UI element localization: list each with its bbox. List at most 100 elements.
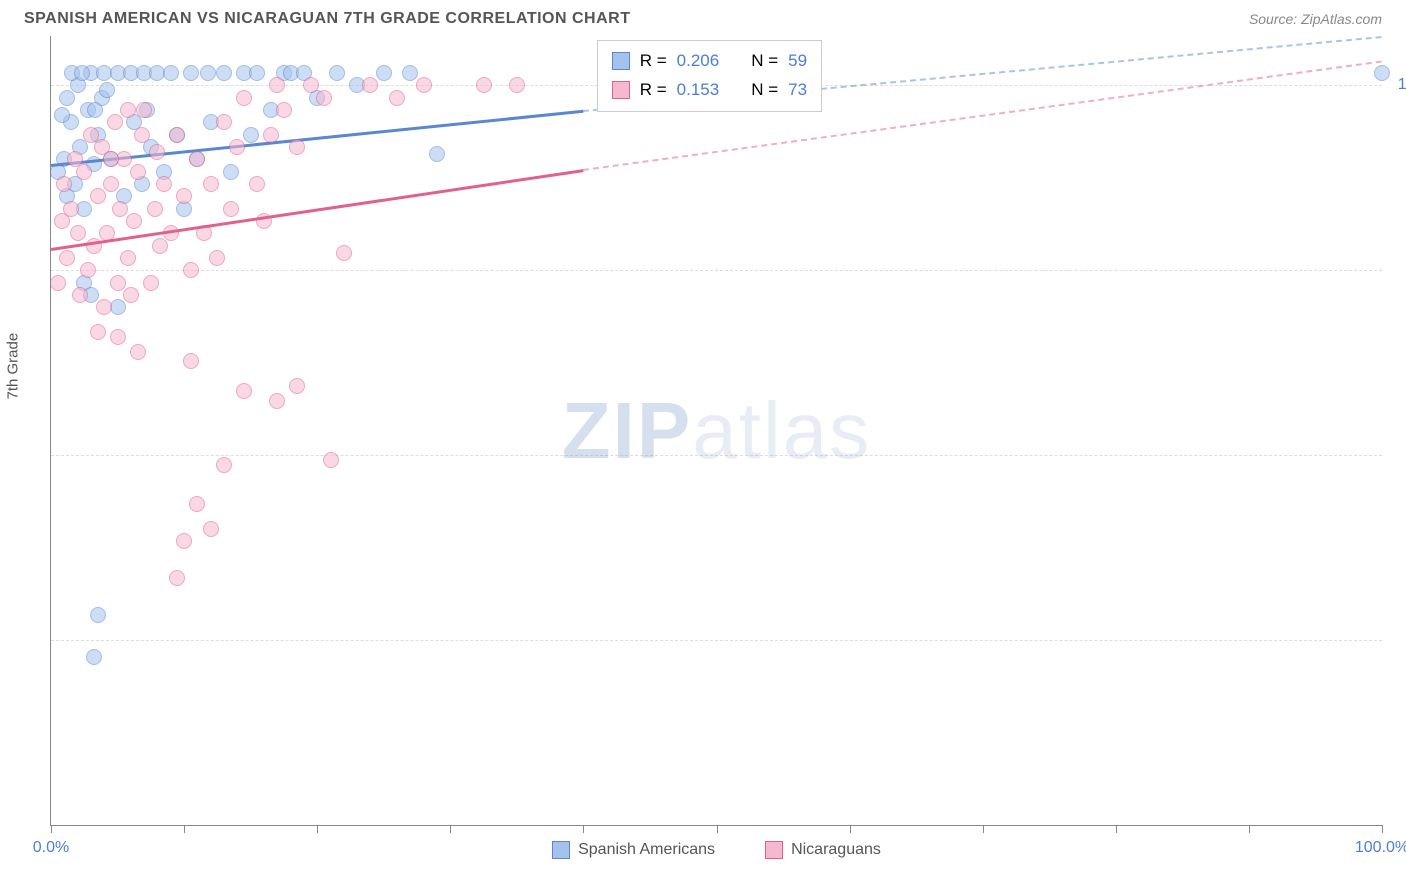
scatter-point bbox=[223, 164, 239, 180]
stats-row: R = 0.153 N = 73 bbox=[612, 76, 807, 105]
scatter-point bbox=[429, 146, 445, 162]
gridline-h bbox=[51, 270, 1382, 271]
x-tick bbox=[1382, 825, 1383, 833]
chart-area: 7th Grade 77.5%85.0%92.5%100.0%0.0%100.0… bbox=[50, 36, 1382, 826]
scatter-point bbox=[249, 65, 265, 81]
stat-n-label: N = bbox=[751, 47, 778, 76]
scatter-point bbox=[203, 521, 219, 537]
legend-swatch bbox=[765, 841, 783, 859]
legend-item: Spanish Americans bbox=[552, 841, 715, 859]
scatter-point bbox=[269, 393, 285, 409]
legend-item: Nicaraguans bbox=[765, 841, 881, 859]
scatter-point bbox=[59, 250, 75, 266]
bottom-legend: Spanish Americans Nicaraguans bbox=[51, 841, 1382, 859]
x-tick bbox=[1249, 825, 1250, 833]
stat-n-label: N = bbox=[751, 76, 778, 105]
scatter-point bbox=[216, 65, 232, 81]
stat-n-value: 59 bbox=[788, 47, 807, 76]
x-tick bbox=[1116, 825, 1117, 833]
scatter-point bbox=[276, 102, 292, 118]
scatter-point bbox=[289, 378, 305, 394]
y-tick-label: 77.5% bbox=[1387, 631, 1406, 649]
scatter-point bbox=[183, 262, 199, 278]
scatter-point bbox=[203, 176, 219, 192]
scatter-point bbox=[103, 151, 119, 167]
y-tick-label: 100.0% bbox=[1387, 76, 1406, 94]
stat-n-value: 73 bbox=[788, 76, 807, 105]
scatter-point bbox=[249, 176, 265, 192]
scatter-point bbox=[236, 383, 252, 399]
scatter-point bbox=[229, 139, 245, 155]
scatter-point bbox=[509, 77, 525, 93]
scatter-point bbox=[189, 151, 205, 167]
scatter-point bbox=[70, 225, 86, 241]
scatter-point bbox=[323, 452, 339, 468]
scatter-point bbox=[200, 65, 216, 81]
scatter-point bbox=[362, 77, 378, 93]
trend-line bbox=[51, 169, 584, 250]
scatter-point bbox=[149, 144, 165, 160]
stat-r-value: 0.153 bbox=[677, 76, 720, 105]
scatter-point bbox=[183, 65, 199, 81]
scatter-point bbox=[269, 77, 285, 93]
stat-r-value: 0.206 bbox=[677, 47, 720, 76]
scatter-point bbox=[243, 127, 259, 143]
y-tick-label: 85.0% bbox=[1387, 446, 1406, 464]
scatter-point bbox=[476, 77, 492, 93]
scatter-point bbox=[223, 201, 239, 217]
stat-r-label: R = bbox=[640, 47, 667, 76]
x-tick bbox=[717, 825, 718, 833]
scatter-point bbox=[107, 114, 123, 130]
scatter-point bbox=[1374, 65, 1390, 81]
scatter-point bbox=[103, 176, 119, 192]
scatter-point bbox=[110, 329, 126, 345]
scatter-point bbox=[99, 82, 115, 98]
scatter-point bbox=[90, 607, 106, 623]
legend-swatch bbox=[612, 81, 630, 99]
scatter-point bbox=[76, 164, 92, 180]
legend-swatch bbox=[612, 52, 630, 70]
scatter-point bbox=[147, 201, 163, 217]
stats-row: R = 0.206 N = 59 bbox=[612, 47, 807, 76]
scatter-point bbox=[402, 65, 418, 81]
scatter-point bbox=[86, 649, 102, 665]
scatter-point bbox=[176, 188, 192, 204]
scatter-point bbox=[143, 275, 159, 291]
scatter-point bbox=[136, 102, 152, 118]
scatter-point bbox=[176, 533, 192, 549]
gridline-h bbox=[51, 640, 1382, 641]
scatter-point bbox=[316, 90, 332, 106]
legend-swatch bbox=[552, 841, 570, 859]
scatter-point bbox=[303, 77, 319, 93]
scatter-point bbox=[90, 188, 106, 204]
stat-r-label: R = bbox=[640, 76, 667, 105]
scatter-point bbox=[209, 250, 225, 266]
x-tick bbox=[184, 825, 185, 833]
scatter-point bbox=[183, 353, 199, 369]
x-tick bbox=[317, 825, 318, 833]
scatter-point bbox=[87, 102, 103, 118]
scatter-point bbox=[169, 127, 185, 143]
legend-label: Spanish Americans bbox=[578, 841, 715, 859]
scatter-point bbox=[236, 90, 252, 106]
scatter-point bbox=[263, 127, 279, 143]
scatter-point bbox=[63, 201, 79, 217]
scatter-point bbox=[389, 90, 405, 106]
scatter-point bbox=[189, 496, 205, 512]
scatter-point bbox=[134, 127, 150, 143]
scatter-point bbox=[120, 250, 136, 266]
stats-legend-box: R = 0.206 N = 59 R = 0.153 N = 73 bbox=[597, 40, 822, 112]
scatter-point bbox=[169, 570, 185, 586]
x-tick bbox=[983, 825, 984, 833]
scatter-point bbox=[126, 213, 142, 229]
scatter-point bbox=[336, 245, 352, 261]
scatter-point bbox=[56, 176, 72, 192]
scatter-point bbox=[376, 65, 392, 81]
legend-label: Nicaraguans bbox=[791, 841, 881, 859]
gridline-h bbox=[51, 455, 1382, 456]
scatter-point bbox=[96, 299, 112, 315]
scatter-point bbox=[54, 107, 70, 123]
scatter-point bbox=[74, 65, 90, 81]
scatter-point bbox=[110, 275, 126, 291]
x-tick bbox=[850, 825, 851, 833]
